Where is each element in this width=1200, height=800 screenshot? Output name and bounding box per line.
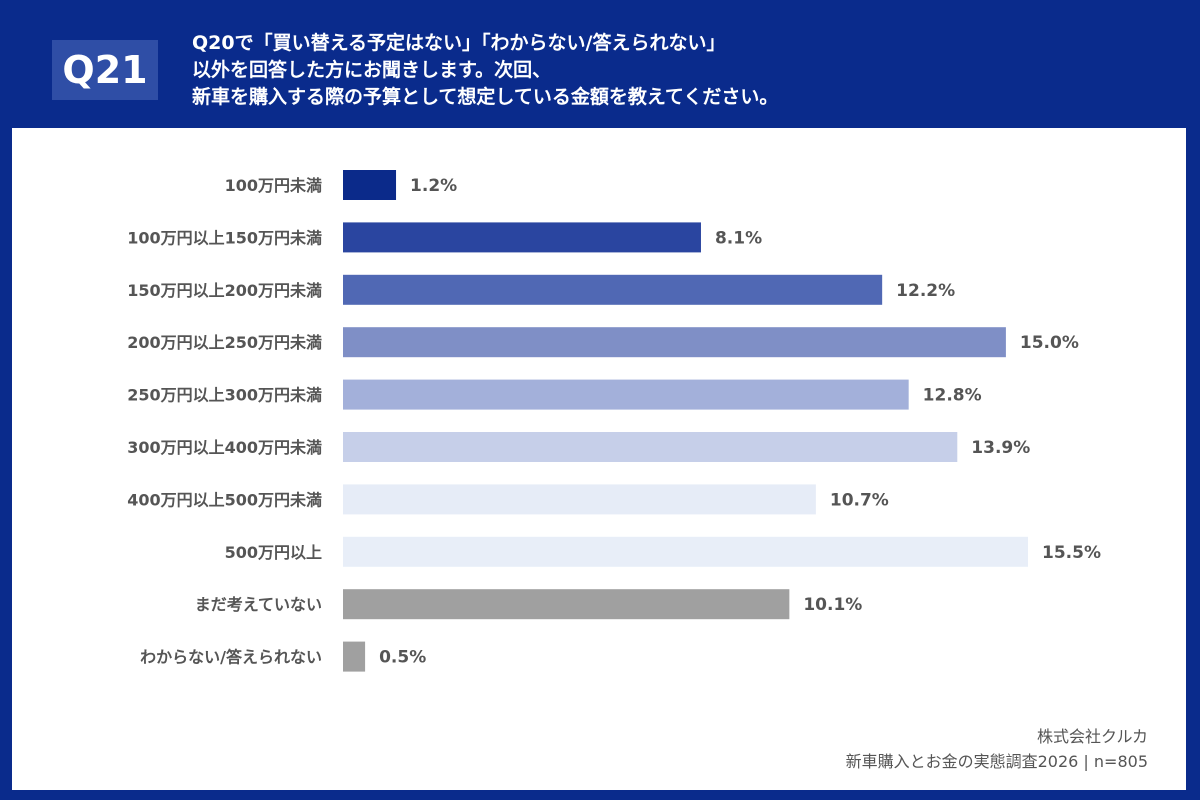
bar <box>343 484 816 515</box>
survey-name: 新車購入とお金の実態調査2026 | n=805 <box>845 752 1148 771</box>
data-label: 10.1% <box>803 595 862 615</box>
bar <box>343 589 790 620</box>
category-label: わからない/答えられない <box>140 648 322 667</box>
bar <box>343 432 958 462</box>
bar <box>343 274 883 305</box>
data-label: 0.5% <box>379 648 426 668</box>
data-label: 8.1% <box>715 228 762 248</box>
category-label: 250万円以上300万円未満 <box>127 386 322 405</box>
category-label: 100万円以上150万円未満 <box>127 228 322 247</box>
category-label: 500万円以上 <box>225 543 322 562</box>
data-label: 15.5% <box>1042 543 1101 563</box>
question-text: Q20で「買い替える予定はない」「わからない/答えられない」 以外を回答した方に… <box>192 30 778 111</box>
data-label: 12.8% <box>923 386 982 406</box>
bar <box>343 327 1006 358</box>
data-label: 13.9% <box>971 438 1030 458</box>
category-label: 200万円以上250万円未満 <box>127 333 322 352</box>
bar <box>343 536 1028 567</box>
bar <box>343 222 701 253</box>
question-line: Q20で「買い替える予定はない」「わからない/答えられない」 <box>192 32 726 54</box>
category-label: 300万円以上400万円未満 <box>127 438 322 457</box>
category-label: 100万円未満 <box>225 176 322 195</box>
category-label: 400万円以上500万円未満 <box>127 490 322 509</box>
footer: 株式会社クルカ 新車購入とお金の実態調査2026 | n=805 <box>846 724 1148 774</box>
data-label: 10.7% <box>830 490 889 510</box>
bar <box>343 641 366 672</box>
question-line: 以外を回答した方にお聞きします。次回、 <box>192 59 552 81</box>
company-name: 株式会社クルカ <box>1036 727 1148 746</box>
data-label: 15.0% <box>1020 333 1079 353</box>
category-label: 150万円以上200万円未満 <box>127 281 322 300</box>
data-label: 12.2% <box>896 281 955 301</box>
bar <box>343 379 909 410</box>
category-label: まだ考えていない <box>195 595 322 614</box>
question-line: 新車を購入する際の予算として想定している金額を教えてください。 <box>192 86 779 108</box>
question-number-badge: Q21 <box>52 40 158 100</box>
bar <box>343 170 397 200</box>
data-label: 1.2% <box>410 176 457 196</box>
